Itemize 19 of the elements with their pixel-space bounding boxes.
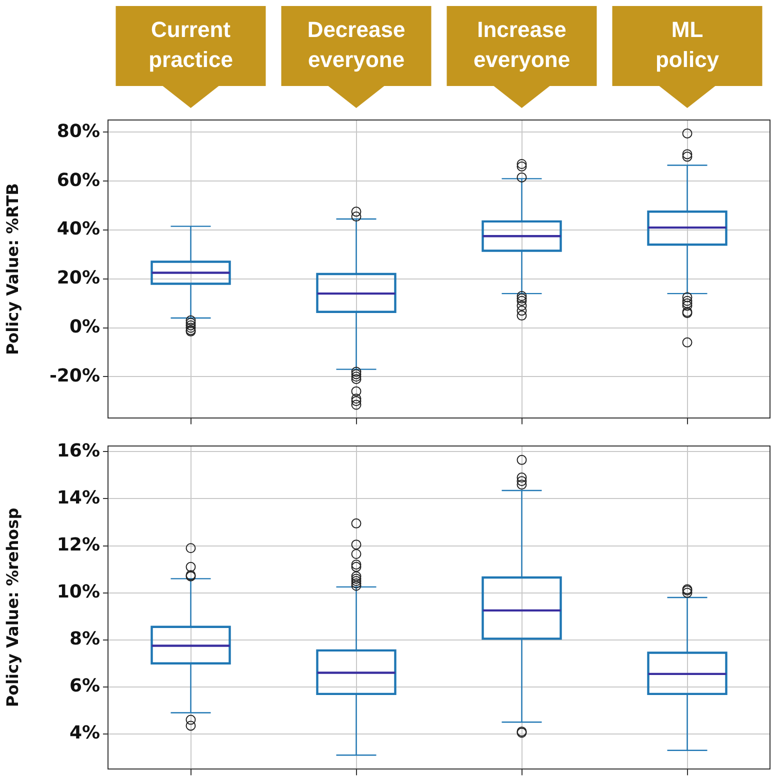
x-tick-label: Decrease everyone [307,17,406,72]
y-tick-label: 80% [56,120,100,142]
y-tick-label: 40% [56,218,100,240]
x-tick-label: Increase everyone [473,17,570,72]
y-tick-label: 16% [56,440,100,462]
y-tick-label: 4% [69,722,100,744]
y-tick-label: 60% [56,170,100,191]
y-tick-label: 12% [56,534,100,556]
y-tick-label: 10% [56,581,100,602]
y-tick-label: 20% [56,268,100,289]
y-axis-title: Policy Value: %RTB [2,183,22,356]
x-tick-label: ML policy [655,17,720,72]
y-tick-label: 8% [69,628,100,650]
x-tick-label: Current practice [148,17,233,72]
y-axis-title: Policy Value: %rehosp [2,508,22,708]
y-tick-label: 14% [56,487,100,508]
y-tick-label: 6% [69,676,100,697]
y-tick-label: 0% [69,316,100,338]
y-tick-label: -20% [49,365,100,386]
